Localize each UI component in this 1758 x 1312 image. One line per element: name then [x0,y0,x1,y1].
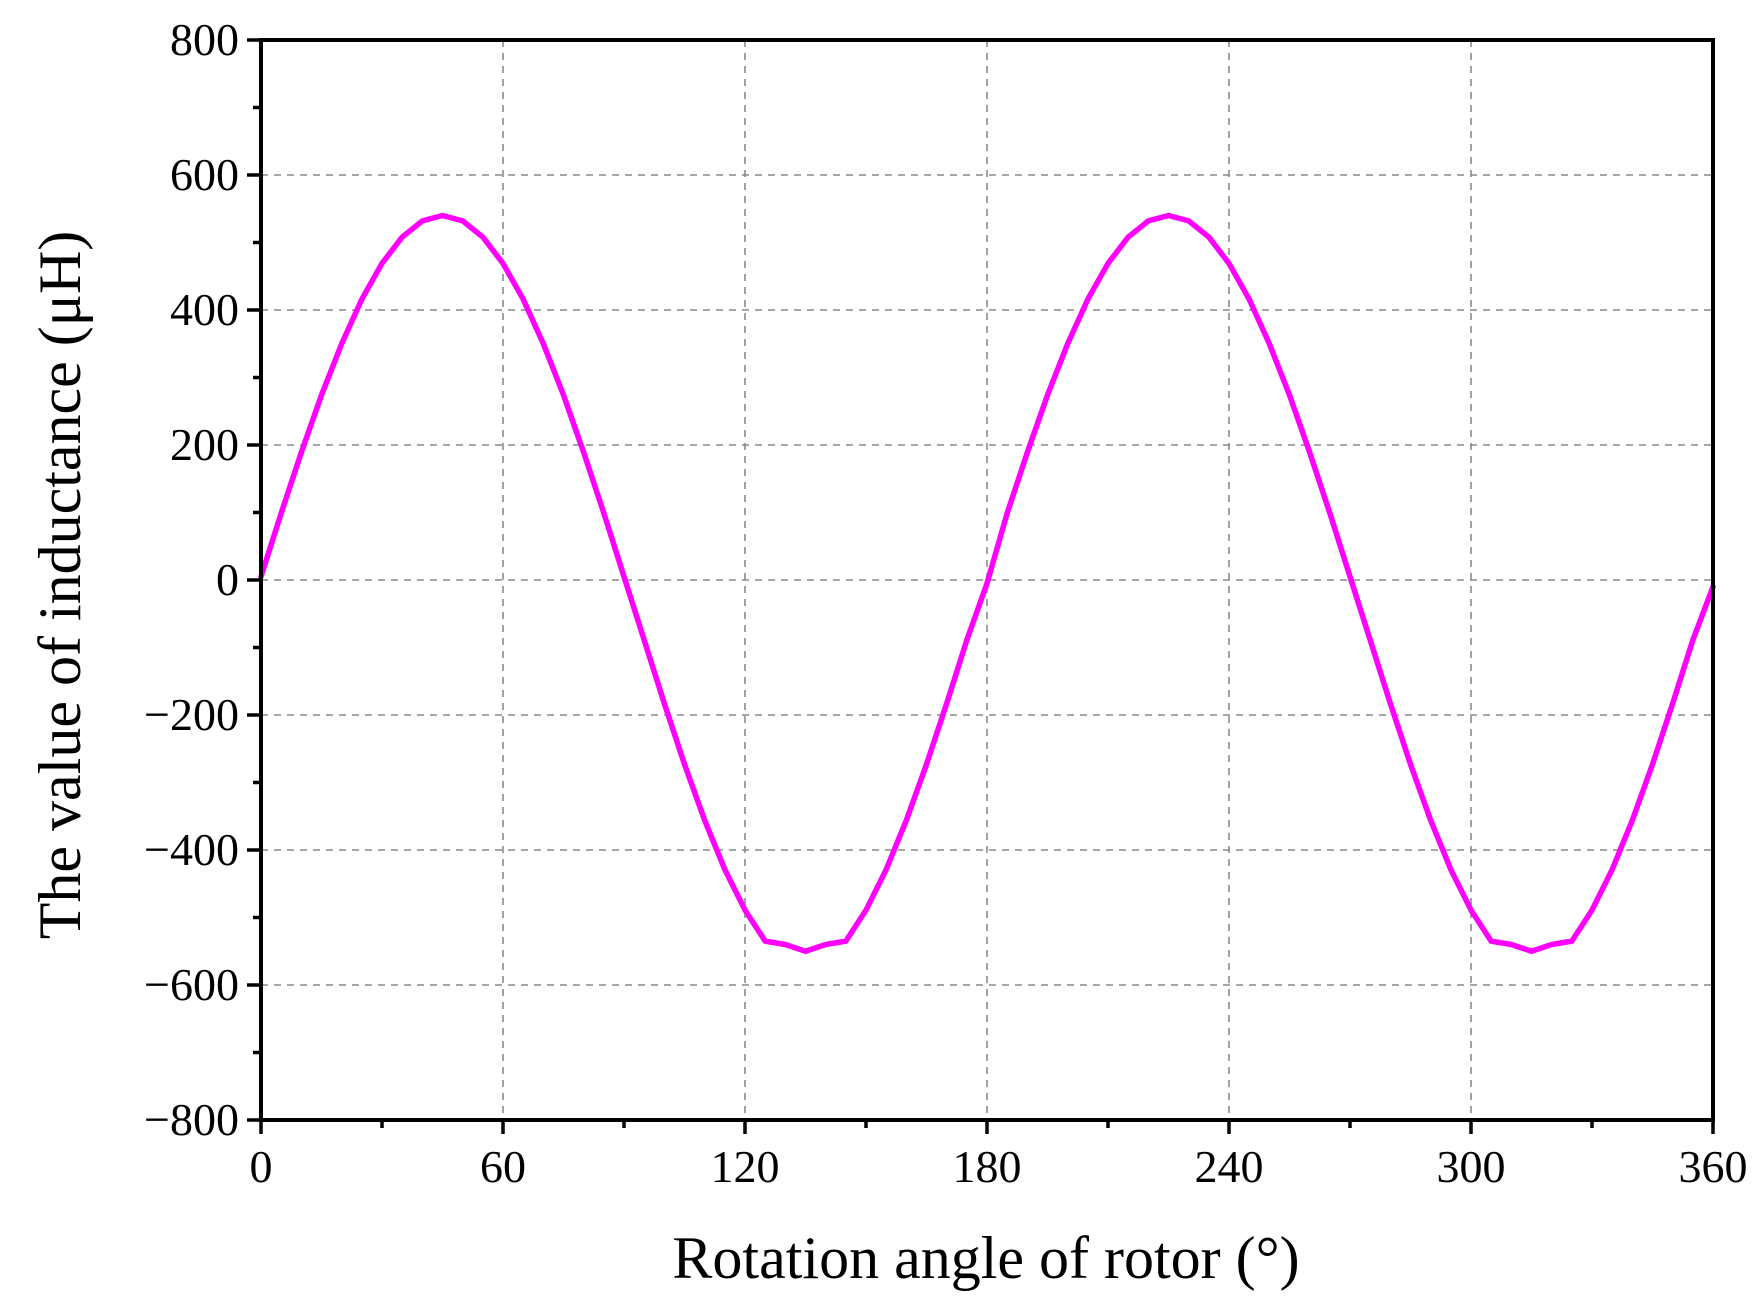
data-point [1549,941,1555,948]
data-point [984,580,990,586]
data-point [923,761,930,767]
data-point [762,938,768,944]
data-point [1609,866,1615,873]
data-point [1266,341,1272,347]
data-point [581,449,587,456]
data-point [1649,761,1656,767]
grid-lines [261,40,1713,1120]
x-tick-label: 240 [1195,1141,1264,1192]
data-point [419,218,425,224]
y-tick-label: 400 [170,284,239,335]
y-tick-label: 800 [170,14,239,65]
data-point [1468,907,1474,913]
data-point [823,941,829,948]
data-point [1024,449,1030,456]
y-tick-label: 0 [216,554,239,605]
data-point [601,510,607,516]
data-point [1246,296,1252,302]
data-point [1508,941,1514,948]
data-point [1165,212,1172,219]
data-point [1186,218,1192,224]
data-point [782,941,788,948]
data-point [359,296,365,302]
x-tick-label: 180 [953,1141,1022,1192]
series-layer [258,212,1716,954]
y-tick-label: −600 [144,959,239,1010]
x-axis-title: Rotation angle of rotor (°) [672,1225,1299,1291]
data-point [702,817,708,823]
data-point [379,260,385,267]
data-point [883,866,889,873]
data-point [439,212,446,219]
data-point [1670,700,1676,707]
data-point [1125,234,1131,240]
data-point [520,296,526,302]
data-point [1085,296,1091,302]
data-point [1528,948,1535,954]
data-point [1448,866,1454,873]
data-point [1367,637,1373,643]
data-point [742,907,748,913]
data-point [1145,218,1151,224]
data-point [903,817,909,823]
x-tick-label: 120 [711,1141,780,1192]
data-point [500,260,506,267]
data-point [480,234,486,240]
data-point [1004,510,1010,516]
data-point [1428,817,1434,823]
data-point [1044,392,1051,398]
data-point [1347,574,1353,580]
y-axis-title: The value of inductance (μH) [27,231,93,940]
data-point [339,341,345,347]
data-point [399,234,405,240]
data-point [964,637,970,643]
x-tick-label: 0 [250,1141,273,1192]
data-point [1488,938,1494,944]
x-tick-label: 60 [480,1141,526,1192]
data-point [944,700,950,707]
data-point [641,637,647,643]
data-point [1307,449,1313,456]
data-point [1387,700,1393,707]
data-point [1065,341,1071,347]
y-tick-label: −400 [144,824,239,875]
data-point [661,700,667,707]
y-tick-label: 200 [170,419,239,470]
data-point [863,907,869,913]
data-point [1690,637,1696,643]
data-point [621,574,627,580]
data-point [1589,907,1595,913]
data-point [1327,510,1333,516]
data-point [681,761,688,767]
y-tick-label: −800 [144,1094,239,1145]
x-tick-label: 360 [1679,1141,1748,1192]
data-point [460,218,466,224]
data-point [1105,260,1111,267]
data-point [1407,761,1414,767]
data-point [1629,817,1635,823]
y-tick-label: 600 [170,149,239,200]
data-point [722,866,728,873]
data-point [560,392,567,398]
y-tick-label: −200 [144,689,239,740]
data-point [1569,938,1575,944]
data-point [540,341,546,347]
axes [247,38,1715,1134]
data-point [278,510,284,516]
data-point [843,938,849,944]
x-tick-label: 300 [1437,1141,1506,1192]
data-point [298,449,304,456]
data-point [802,948,809,954]
tick-labels: 0 60 120 180 240 300 360 800 600 400 200 0 −200 −400 −… [144,14,1747,1192]
data-point [1226,260,1232,267]
data-point [1286,392,1293,398]
data-point [318,392,325,398]
data-point [1206,234,1212,240]
